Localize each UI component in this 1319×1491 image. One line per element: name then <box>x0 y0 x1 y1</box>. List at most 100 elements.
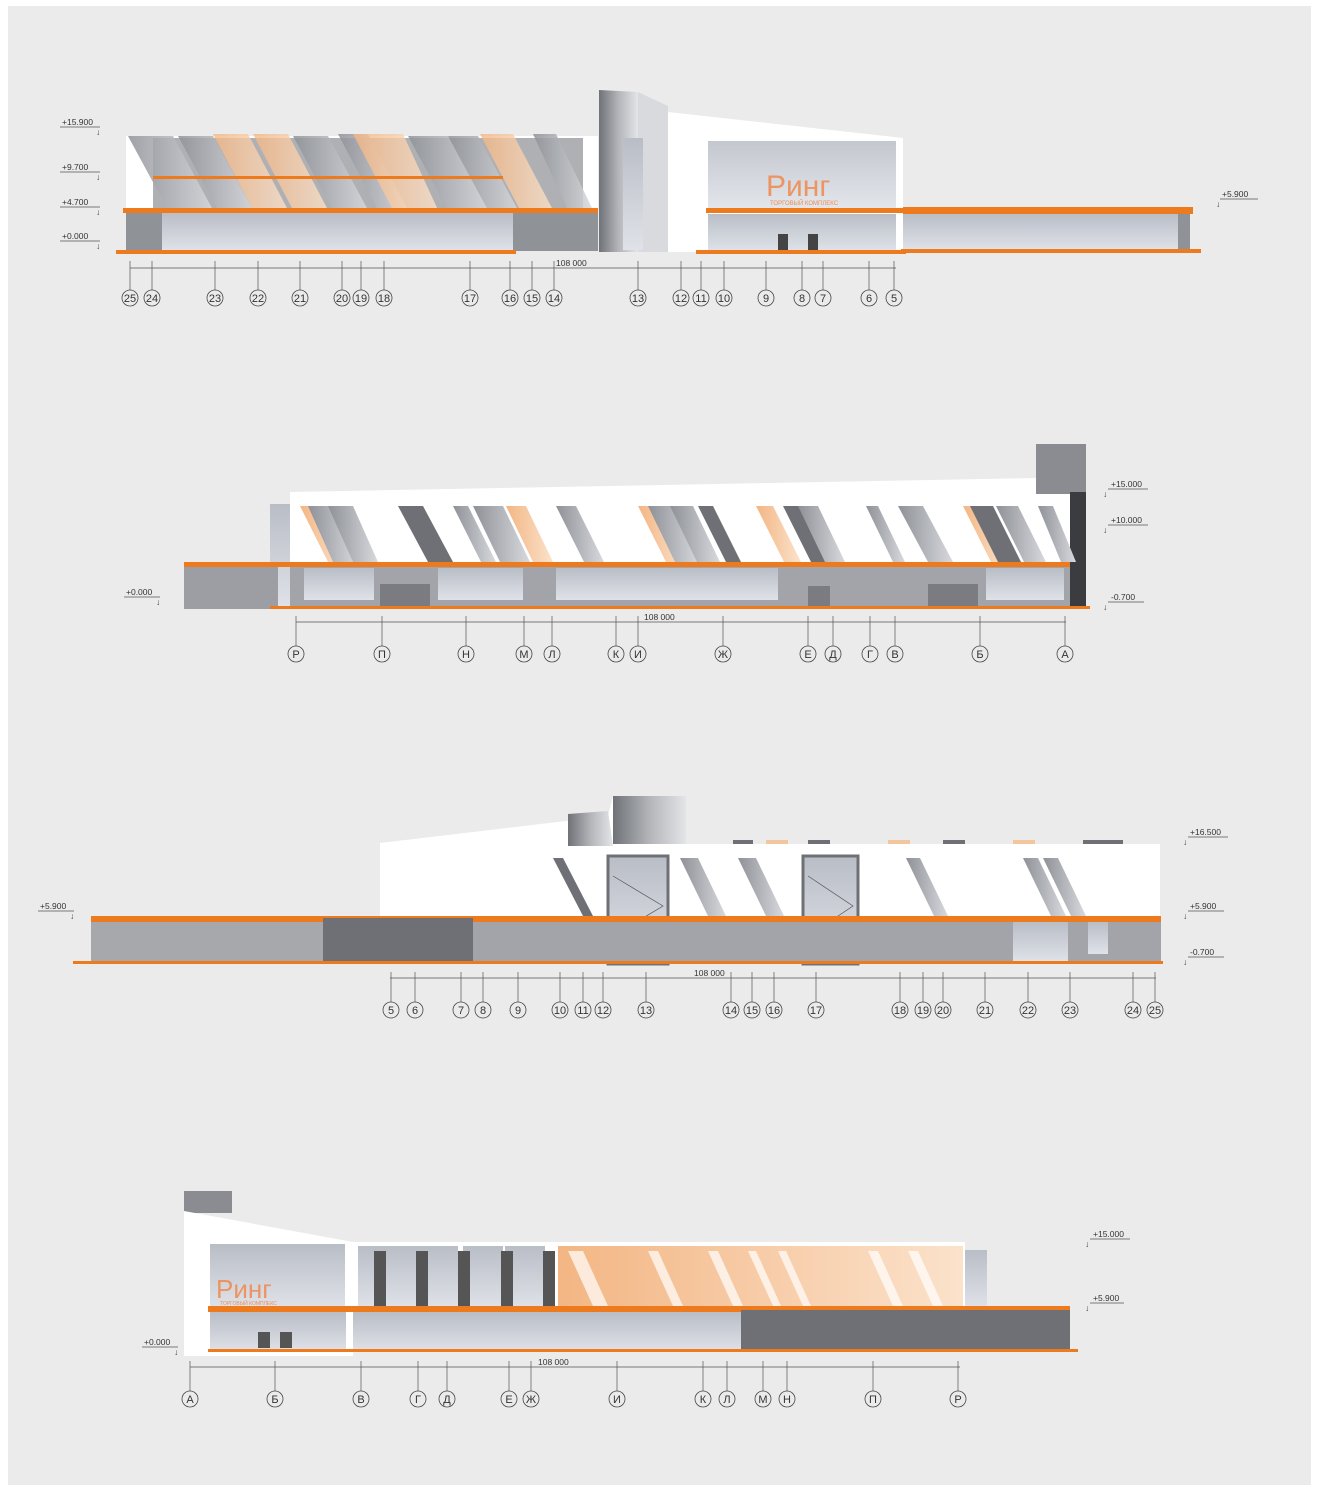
level-mark-icon: ↓ <box>1216 199 1220 209</box>
elevation-1-sign-subtext: ТОРГОВЫЙ КОМПЛЕКС <box>770 199 839 207</box>
axis-label: Л <box>723 1394 730 1406</box>
axis-bubble-icon <box>637 1001 655 1019</box>
axis-label: 16 <box>504 293 516 305</box>
axis-bubble-icon <box>694 1390 712 1408</box>
axis-bubble-icon <box>629 289 647 307</box>
axis-bubble-icon <box>352 1390 370 1408</box>
axis-label: П <box>869 1394 877 1406</box>
axis-label: И <box>634 649 642 661</box>
axis-label: П <box>378 649 386 661</box>
axis-label: 19 <box>917 1005 929 1017</box>
elevation-1-sign-text: Ринг <box>766 170 830 203</box>
axis-bubble-icon <box>545 289 563 307</box>
elevation-3-diagonal-panels <box>553 858 1086 916</box>
axis-bubble-icon <box>864 1390 882 1408</box>
level-mark-icon: ↓ <box>1183 911 1187 921</box>
axis-label: 13 <box>640 1005 652 1017</box>
level-mark: +15.000 <box>1093 1229 1124 1239</box>
axis-bubble-icon <box>1146 1001 1164 1019</box>
elevation-4-sign-text: Ринг <box>216 1274 272 1304</box>
axis-bubble-icon <box>287 645 305 663</box>
axis-bubble-icon <box>949 1390 967 1408</box>
axis-bubble-icon <box>971 645 989 663</box>
axis-bubble-icon <box>375 289 393 307</box>
axis-label: А <box>186 1394 194 1406</box>
axis-label: 25 <box>1149 1005 1161 1017</box>
elevation-3-level-marks: +5.900 ↓ +16.500 ↓ +5.900 ↓ -0.700 ↓ <box>38 827 1228 967</box>
level-mark: +15.000 <box>1111 479 1142 489</box>
axis-bubble-icon <box>457 645 475 663</box>
axis-bubble-icon <box>692 289 710 307</box>
axis-bubble-icon <box>249 289 267 307</box>
axis-bubble-icon <box>438 1390 456 1408</box>
level-mark: +5.900 <box>1190 901 1217 911</box>
axis-bubble-icon <box>814 289 832 307</box>
axis-bubble-icon <box>461 289 479 307</box>
axis-label: Ж <box>718 649 728 661</box>
axis-label: 17 <box>464 293 476 305</box>
axis-bubble-icon <box>474 1001 492 1019</box>
axis-label: 14 <box>548 293 560 305</box>
axis-bubble-icon <box>551 1001 569 1019</box>
axis-bubble-icon <box>860 289 878 307</box>
axis-bubble-icon <box>500 1390 518 1408</box>
level-mark: +5.900 <box>1093 1293 1120 1303</box>
level-mark-icon: ↓ <box>96 172 100 182</box>
axis-label: 14 <box>725 1005 737 1017</box>
dimension-text: 108 000 <box>538 1357 569 1367</box>
elevation-2-diagonal-panels <box>300 506 1076 562</box>
dimension-text: 108 000 <box>644 612 675 622</box>
axis-label: 5 <box>388 1005 394 1017</box>
axis-bubble-icon <box>934 1001 952 1019</box>
axis-bubble-icon <box>718 1390 736 1408</box>
axis-bubble-icon <box>607 645 625 663</box>
dimension-text: 108 000 <box>556 258 587 268</box>
elevation-1-diagonal-panels <box>128 134 593 210</box>
level-mark-icon: ↓ <box>1085 1239 1089 1249</box>
axis-bubble-icon <box>1124 1001 1142 1019</box>
axis-bubble-icon <box>291 289 309 307</box>
axis-bubble-icon <box>594 1001 612 1019</box>
elevation-4-sign: Ринг ТОРГОВЫЙ КОМПЛЕКС <box>216 1274 277 1307</box>
axis-label: Д <box>829 649 837 661</box>
axis-label: 24 <box>1127 1005 1139 1017</box>
axis-label: М <box>758 1394 767 1406</box>
elevation-1-level-marks: +15.900 ↓ +9.700 ↓ +4.700 ↓ +0.000 ↓ +5.… <box>60 117 1258 251</box>
axis-bubble-icon <box>515 645 533 663</box>
axis-label: И <box>613 1394 621 1406</box>
axis-bubble-icon <box>778 1390 796 1408</box>
axis-bubble-icon <box>382 1001 400 1019</box>
level-mark-icon: ↓ <box>96 241 100 251</box>
axis-label: 25 <box>124 293 136 305</box>
axis-label: 22 <box>252 293 264 305</box>
axis-bubble-icon <box>743 1001 761 1019</box>
axis-label: 8 <box>480 1005 486 1017</box>
axis-bubble-icon <box>522 1390 540 1408</box>
axis-bubble-icon <box>672 289 690 307</box>
axis-label: 10 <box>554 1005 566 1017</box>
level-mark: +0.000 <box>126 587 153 597</box>
axis-label: К <box>613 649 620 661</box>
level-mark-icon: ↓ <box>1183 837 1187 847</box>
level-mark-icon: ↓ <box>96 127 100 137</box>
axis-bubble-icon <box>765 1001 783 1019</box>
level-mark: +0.000 <box>144 1337 171 1347</box>
axis-bubble-icon <box>373 645 391 663</box>
axis-label: В <box>357 1394 364 1406</box>
axis-bubble-icon <box>793 289 811 307</box>
axis-label: 10 <box>718 293 730 305</box>
axis-bubble-icon <box>1056 645 1074 663</box>
axis-label: 11 <box>577 1005 588 1017</box>
axis-label: Н <box>462 649 470 661</box>
level-mark-icon: ↓ <box>70 911 74 921</box>
level-mark-icon: ↓ <box>1103 525 1107 535</box>
elevation-4: Ринг ТОРГОВЫЙ КОМПЛЕКС <box>184 1191 1078 1356</box>
axis-label: Ж <box>526 1394 536 1406</box>
level-mark-icon: ↓ <box>1085 1303 1089 1313</box>
axis-bubble-icon <box>409 1390 427 1408</box>
axis-label: 21 <box>294 293 306 305</box>
axis-bubble-icon <box>333 289 351 307</box>
axis-label: Е <box>804 649 811 661</box>
level-mark: -0.700 <box>1111 592 1135 602</box>
